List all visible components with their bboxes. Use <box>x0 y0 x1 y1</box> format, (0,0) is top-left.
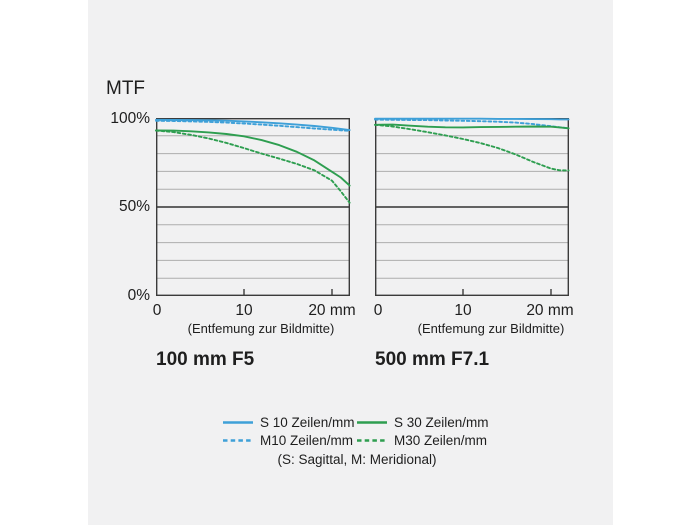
legend: S 10 Zeilen/mm S 30 Zeilen/mm M10 Zeilen… <box>223 413 491 467</box>
legend-label-m10: M10 Zeilen/mm <box>260 432 354 448</box>
chart-title-100mm: 100 mm F5 <box>156 349 255 370</box>
chart-title-500mm: 500 mm F7.1 <box>375 349 490 370</box>
chart-100mm-plot <box>155 117 351 297</box>
legend-item-m30: M30 Zeilen/mm <box>357 433 491 448</box>
legend-label-m30: M30 Zeilen/mm <box>394 432 488 448</box>
chart-500mm-canvas <box>374 117 570 297</box>
x-tick-0-right: 0 <box>373 302 383 319</box>
m30-line-swatch <box>357 438 387 443</box>
chart-500mm-plot <box>374 117 570 297</box>
x-axis-caption-right: (Entfemung zur Bildmitte) <box>417 321 565 336</box>
x-tick-0-left: 0 <box>152 302 162 319</box>
x-tick-10-right: 10 <box>454 302 472 319</box>
chart-panel: MTF 100% 50% 0% 0 10 20 mm 0 10 20 mm (E… <box>88 0 613 525</box>
figure-title: MTF <box>106 78 146 99</box>
legend-item-s10: S 10 Zeilen/mm <box>223 415 357 430</box>
legend-item-m10: M10 Zeilen/mm <box>223 433 357 448</box>
legend-note: (S: Sagittal, M: Meridional) <box>277 452 437 467</box>
legend-item-s30: S 30 Zeilen/mm <box>357 415 491 430</box>
legend-label-s10: S 10 Zeilen/mm <box>260 414 355 430</box>
chart-100mm-canvas <box>155 117 351 297</box>
y-axis-label-50: 50% <box>118 198 150 215</box>
s10-line-swatch <box>223 420 253 425</box>
y-axis-label-0: 0% <box>127 287 150 304</box>
x-tick-20mm-left: 20 mm <box>308 302 356 319</box>
y-axis-label-100: 100% <box>110 110 150 127</box>
s30-line-swatch <box>357 420 387 425</box>
m10-line-swatch <box>223 438 253 443</box>
legend-row-solid: S 10 Zeilen/mm S 30 Zeilen/mm <box>223 413 491 431</box>
legend-label-s30: S 30 Zeilen/mm <box>394 414 489 430</box>
x-tick-20mm-right: 20 mm <box>526 302 574 319</box>
x-axis-caption-left: (Entfemung zur Bildmitte) <box>187 321 335 336</box>
x-tick-10-left: 10 <box>235 302 253 319</box>
legend-row-dashed: M10 Zeilen/mm M30 Zeilen/mm <box>223 431 491 449</box>
